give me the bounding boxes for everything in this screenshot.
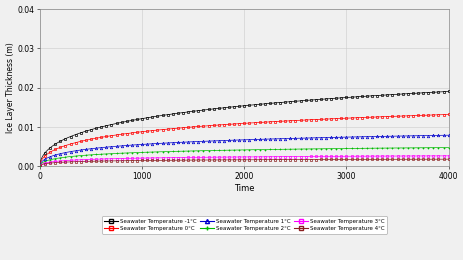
Y-axis label: Ice Layer Thickness (m): Ice Layer Thickness (m) bbox=[6, 42, 14, 133]
Legend: Seawater Temperature -1°C, Seawater Temperature 0°C, Seawater Temperature 1°C, S: Seawater Temperature -1°C, Seawater Temp… bbox=[101, 216, 386, 233]
X-axis label: Time: Time bbox=[233, 184, 254, 193]
